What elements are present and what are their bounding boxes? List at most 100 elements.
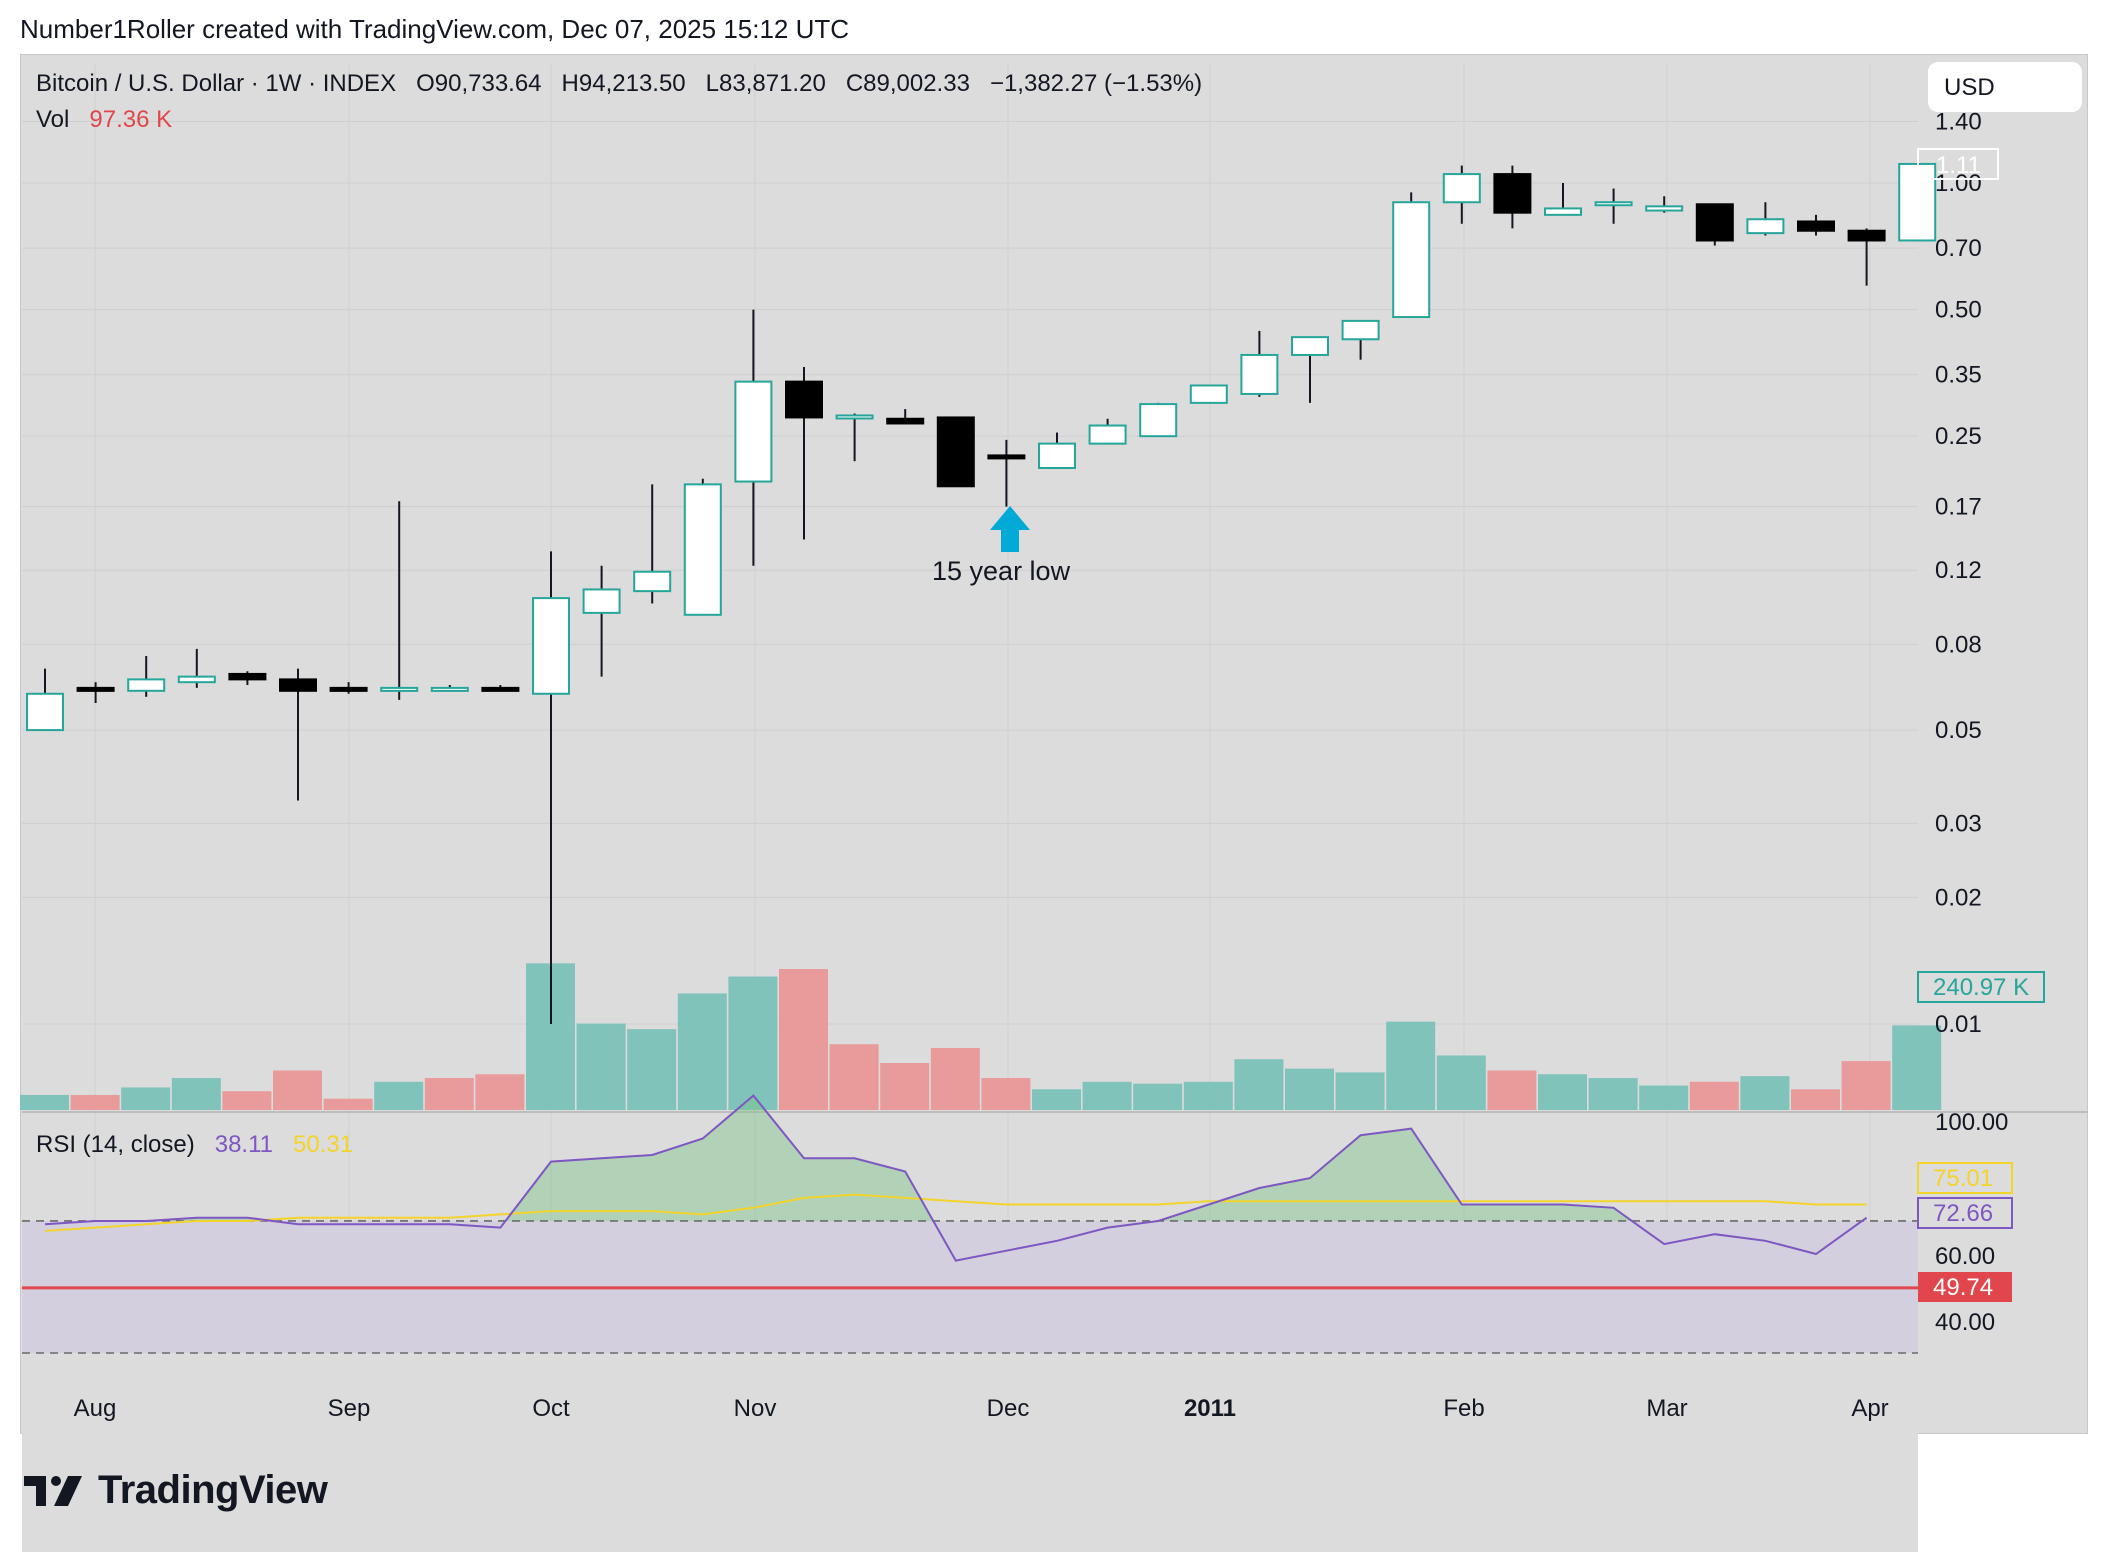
rsi-legend[interactable]: RSI (14, close) 38.11 50.31 [36, 1131, 353, 1159]
candle-body [1038, 442, 1076, 470]
volume-tag [1917, 971, 2045, 1003]
annotation-label: 15 year low [932, 556, 1071, 586]
volume-bar [1538, 1074, 1587, 1110]
time-axis-label: Dec [987, 1395, 1030, 1422]
time-axis-label: Apr [1851, 1395, 1888, 1422]
price-tick-label: 1.00 [1935, 170, 1982, 197]
candle-body [1291, 336, 1329, 356]
candle-body [835, 414, 874, 420]
open-value: O90,733.64 [416, 70, 542, 97]
volume-bar [1841, 1061, 1891, 1110]
volume-bar [1791, 1089, 1840, 1110]
candle-body [26, 692, 64, 732]
volume-bar [475, 1074, 525, 1110]
volume-legend[interactable]: Vol 97.36 K [36, 106, 172, 134]
symbol-name[interactable]: Bitcoin / U.S. Dollar · 1W · INDEX [36, 70, 397, 97]
candle-body [683, 483, 722, 616]
price-tick-label: 0.08 [1935, 631, 1982, 658]
candle-body [785, 380, 823, 419]
candle-body [1392, 201, 1431, 319]
volume-bar [1082, 1081, 1132, 1110]
rsi-line [44, 1094, 1868, 1262]
volume-bar [1032, 1089, 1081, 1110]
volume-bar [677, 993, 727, 1110]
tradingview-logo-icon [24, 1475, 82, 1506]
volume-bar [1436, 1055, 1486, 1110]
candle-body [633, 570, 672, 593]
volume-bar [1892, 1025, 1942, 1110]
rsi-tag-label: 72.66 [1933, 1200, 1993, 1227]
volume-bar [1386, 1021, 1436, 1110]
low-value: L83,871.20 [705, 70, 826, 97]
volume-bar [273, 1070, 322, 1110]
volume-bar [627, 1029, 677, 1110]
candle-body [1493, 173, 1532, 214]
rsi-tick-label: 60.00 [1935, 1243, 1995, 1270]
price-tick-label: 1.40 [1935, 109, 1982, 136]
volume-bar [121, 1087, 171, 1110]
candle-body [1088, 424, 1127, 445]
rsi-ma-tag-label: 75.01 [1933, 1165, 1993, 1192]
annotation-arrow-icon [990, 506, 1030, 552]
candle-body [886, 417, 925, 425]
volume-bar [323, 1098, 373, 1110]
volume-bar [1588, 1078, 1638, 1110]
price-tick-label: 0.01 [1935, 1011, 1982, 1038]
volume-bar [374, 1081, 424, 1110]
price-tick-label: 0.12 [1935, 557, 1982, 584]
time-axis-label: Sep [328, 1395, 371, 1422]
rsi-ma-tag [1917, 1162, 2013, 1194]
time-axis-label: Feb [1443, 1395, 1484, 1422]
rsi-tick-label: 40.00 [1935, 1309, 1995, 1336]
candle-body [1544, 207, 1582, 216]
volume-value: 97.36 K [89, 106, 173, 133]
time-axis-label: Aug [74, 1395, 117, 1422]
volume-bar [20, 1094, 69, 1110]
currency-button[interactable]: USD [1928, 62, 2082, 112]
brand[interactable]: TradingView [24, 1468, 328, 1513]
price-tick-label: 0.17 [1935, 494, 1982, 521]
candle-body [1746, 218, 1785, 235]
candle-body [532, 597, 570, 695]
rsi-value: 38.11 [214, 1131, 274, 1158]
time-axis-label: Mar [1646, 1395, 1687, 1422]
close-value: C89,002.33 [845, 70, 970, 97]
last-price-tag [1917, 147, 1999, 180]
volume-bar [1639, 1085, 1689, 1110]
price-tick-label: 0.50 [1935, 297, 1982, 324]
candle-body [1797, 220, 1835, 232]
rsi-tag [1917, 1197, 2013, 1229]
candle-body [1442, 173, 1481, 204]
rsi-overbought-fill [45, 1095, 1867, 1261]
candle-body [1594, 201, 1633, 207]
candle-body [177, 675, 216, 684]
chart-credit: Number1Roller created with TradingView.c… [20, 14, 850, 44]
volume-bar [70, 1094, 120, 1110]
volume-bar [1487, 1070, 1537, 1110]
brand-name: TradingView [98, 1468, 328, 1512]
volume-bar [930, 1047, 980, 1110]
rsi-mid-tag-label: 49.74 [1933, 1274, 1993, 1301]
volume-bar [728, 976, 778, 1110]
candle-body [329, 686, 368, 692]
volume-bar [1335, 1072, 1385, 1110]
candle-body [481, 686, 520, 692]
rsi-ma-value: 50.31 [293, 1131, 354, 1158]
price-tick-label: 0.35 [1935, 362, 1982, 389]
candle-body [1695, 203, 1734, 242]
price-tick-label: 0.70 [1935, 235, 1982, 262]
volume-bar [1689, 1081, 1739, 1110]
volume-bar [171, 1078, 221, 1110]
time-axis-label: 2011 [1184, 1395, 1236, 1422]
change-value: −1,382.27 (−1.53%) [989, 70, 1203, 97]
candle-body [1847, 229, 1886, 242]
rsi-label: RSI (14, close) [36, 1131, 195, 1158]
candle-body [430, 686, 469, 692]
candle-body [936, 416, 975, 488]
rsi-mid-tag [1918, 1272, 2012, 1302]
volume-bar [981, 1078, 1031, 1110]
volume-tag-label: 240.97 K [1933, 974, 2029, 1001]
volume-bar [779, 969, 828, 1110]
symbol-legend[interactable]: Bitcoin / U.S. Dollar · 1W · INDEX O90,7… [36, 70, 1202, 98]
